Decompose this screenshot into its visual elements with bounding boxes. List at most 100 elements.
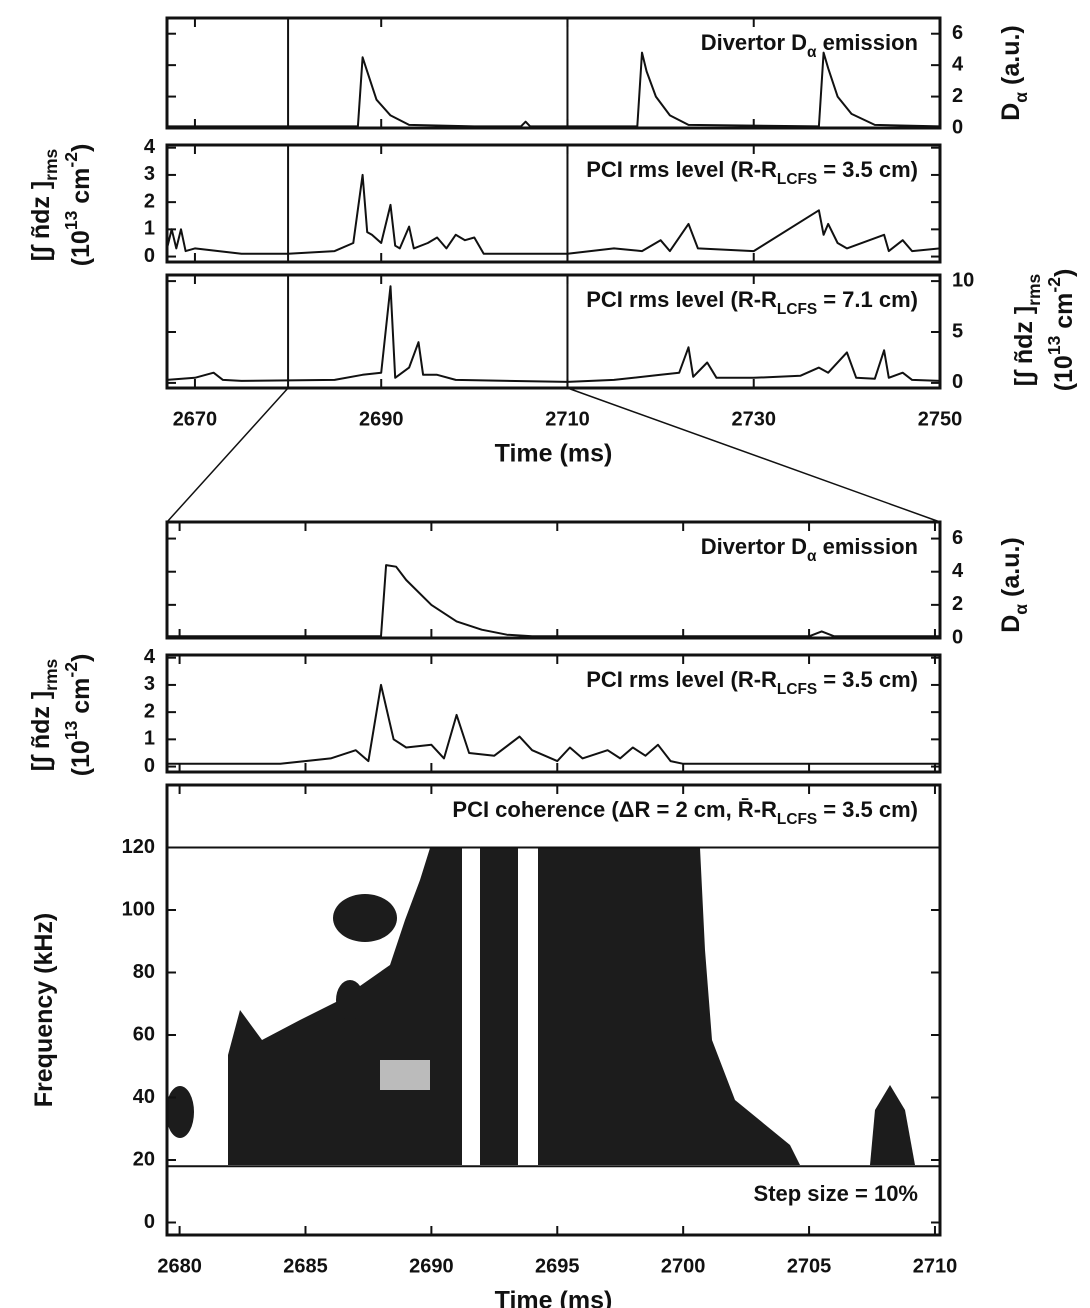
- y-axis-label: Frequency (kHz): [30, 913, 58, 1107]
- text-segment: (a.u.): [997, 537, 1025, 604]
- coherence-region: [166, 1086, 194, 1138]
- data-line: [166, 173, 941, 255]
- x-tick-label: 2690: [409, 1255, 454, 1277]
- coherence-region: [480, 848, 518, 1165]
- coherence-gap: [380, 1060, 430, 1090]
- x-tick-label: 2670: [173, 408, 218, 430]
- text-segment: (a.u.): [997, 25, 1025, 92]
- plot-frame: [165, 16, 942, 130]
- text-segment: [∫ ñdz ]: [1010, 306, 1038, 386]
- panel-annotation: Divertor Dα emission: [701, 30, 918, 61]
- text-segment: emission: [817, 30, 918, 55]
- x-axis-label: Time (ms): [495, 1287, 613, 1308]
- y-tick-label: 5: [952, 320, 963, 342]
- x-tick-label: 2680: [157, 1255, 202, 1277]
- text-segment: D: [997, 615, 1025, 633]
- text-segment: PCI rms level (R-R: [586, 667, 777, 692]
- text-segment: [∫ ñdz ]: [27, 181, 55, 261]
- y-tick-label: 10: [952, 269, 974, 291]
- y-tick-label: 1: [144, 218, 155, 240]
- text-segment: Divertor D: [701, 30, 807, 55]
- x-tick-label: 2690: [359, 408, 404, 430]
- x-axis-label: Time (ms): [495, 440, 613, 468]
- text-segment: α: [1011, 92, 1031, 103]
- y-axis-label: Dα (a.u.): [997, 537, 1031, 633]
- plot-frame: [165, 143, 942, 264]
- data-line: [167, 683, 940, 765]
- panel-annotation: PCI coherence (ΔR = 2 cm, R̄-RLCFS = 3.5…: [452, 797, 918, 828]
- panel-annotation: Divertor Dα emission: [701, 534, 918, 565]
- panel-annotation: PCI rms level (R-RLCFS = 7.1 cm): [586, 287, 918, 318]
- text-segment: (10: [67, 230, 95, 266]
- y-axis-label: (1013 cm-2): [1044, 269, 1078, 392]
- text-segment: PCI rms level (R-R: [586, 287, 777, 312]
- text-segment: α: [1011, 604, 1031, 615]
- text-segment: = 3.5 cm): [817, 157, 918, 182]
- coherence-region: [538, 848, 800, 1165]
- y-axis-label: Dα (a.u.): [997, 25, 1031, 121]
- coherence-region: [870, 1085, 915, 1165]
- text-segment: PCI rms level (R-R: [586, 157, 777, 182]
- y-tick-label: 0: [144, 755, 155, 777]
- text-segment: 13: [61, 210, 81, 230]
- x-tick-label: 2750: [918, 408, 963, 430]
- plot-frame: [165, 783, 942, 1237]
- y-tick-label: 4: [144, 136, 156, 158]
- y-tick-label: 6: [952, 527, 963, 549]
- y-axis-label: [∫ ñdz ]rms: [27, 148, 61, 261]
- y-tick-label: 0: [144, 1211, 155, 1233]
- y-tick-label: 3: [144, 163, 155, 185]
- y-tick-label: 60: [133, 1023, 155, 1045]
- text-segment: ): [1050, 269, 1078, 277]
- text-segment: cm: [67, 678, 95, 721]
- text-segment: -2: [61, 152, 81, 168]
- data-line: [167, 564, 940, 638]
- text-segment: PCI coherence (ΔR = 2 cm, R̄-R: [452, 797, 777, 822]
- y-tick-label: 2: [144, 700, 155, 722]
- text-segment: (10: [67, 740, 95, 776]
- text-segment: [∫ ñdz ]: [27, 691, 55, 771]
- text-segment: rms: [41, 148, 61, 180]
- x-tick-label: 2700: [661, 1255, 706, 1277]
- text-segment: = 3.5 cm): [817, 797, 918, 822]
- x-tick-label: 2705: [787, 1255, 832, 1277]
- y-tick-label: 4: [952, 560, 964, 582]
- text-segment: LCFS: [777, 171, 817, 188]
- text-segment: cm: [1050, 293, 1078, 336]
- text-segment: ): [67, 654, 95, 662]
- coherence-region: [336, 980, 364, 1020]
- text-segment: = 7.1 cm): [817, 287, 918, 312]
- text-segment: α: [807, 44, 817, 61]
- text-segment: Divertor D: [701, 534, 807, 559]
- text-segment: emission: [817, 534, 918, 559]
- text-segment: -2: [1044, 277, 1064, 293]
- text-segment: LCFS: [777, 681, 817, 698]
- zoom-connector: [166, 387, 289, 523]
- y-tick-label: 6: [952, 22, 963, 44]
- x-tick-label: 2710: [913, 1255, 958, 1277]
- coherence-region: [333, 894, 397, 942]
- data-line: [166, 285, 941, 383]
- y-tick-label: 4: [144, 646, 156, 668]
- y-tick-label: 20: [133, 1148, 155, 1170]
- y-axis-label: (1013 cm-2): [61, 144, 95, 267]
- text-segment: α: [807, 548, 817, 565]
- x-tick-label: 2695: [535, 1255, 580, 1277]
- text-segment: Frequency (kHz): [30, 913, 58, 1107]
- text-segment: LCFS: [777, 811, 817, 828]
- text-segment: LCFS: [777, 301, 817, 318]
- panel-annotation: PCI rms level (R-RLCFS = 3.5 cm): [586, 157, 918, 188]
- plot-frame: [165, 520, 942, 640]
- y-tick-label: 0: [144, 245, 155, 267]
- y-tick-label: 1: [144, 728, 155, 750]
- y-tick-label: 2: [952, 85, 963, 107]
- text-segment: rms: [1024, 273, 1044, 305]
- y-tick-label: 4: [952, 53, 964, 75]
- y-axis-label: [∫ ñdz ]rms: [27, 658, 61, 771]
- y-tick-label: 120: [122, 836, 155, 858]
- y-tick-label: 80: [133, 961, 155, 983]
- plot-frame: [165, 653, 942, 774]
- y-tick-label: 0: [952, 626, 963, 648]
- text-segment: (10: [1050, 355, 1078, 391]
- text-segment: rms: [41, 658, 61, 690]
